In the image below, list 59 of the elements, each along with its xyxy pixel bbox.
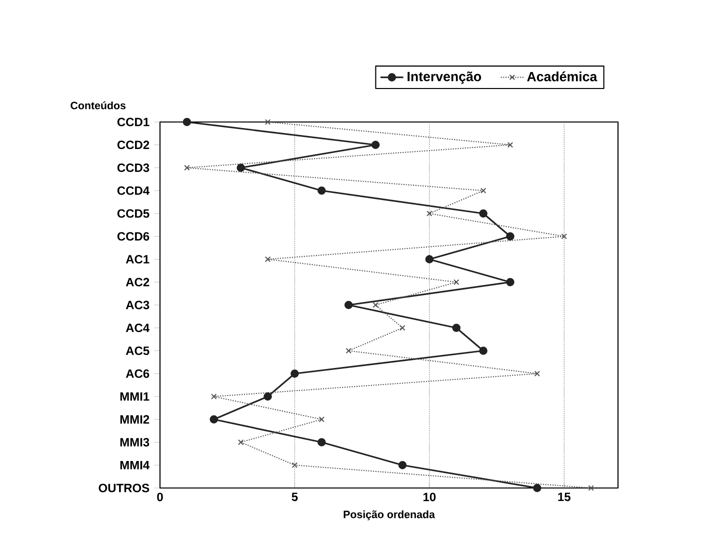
point	[398, 460, 407, 470]
point	[318, 416, 325, 422]
point	[534, 370, 540, 377]
point	[506, 278, 514, 286]
point	[290, 369, 299, 378]
y-tick-label: AC2	[126, 278, 150, 286]
point	[184, 164, 190, 171]
y-tick-label: CCD4	[117, 186, 150, 195]
x-tick-label: 15	[558, 492, 570, 502]
y-tick-label: CCD3	[117, 163, 150, 172]
y-axis-title: Conteúdos	[70, 101, 126, 110]
point	[561, 233, 568, 240]
x-axis-title: Posição ordenada	[344, 510, 436, 520]
y-tick-label: AC6	[126, 369, 150, 378]
point	[479, 209, 488, 218]
point	[318, 438, 326, 446]
point	[372, 302, 378, 308]
point	[236, 164, 245, 172]
point	[588, 485, 594, 491]
y-tick-label: CCD1	[117, 118, 150, 126]
x-tick-label: 0	[157, 492, 163, 502]
y-tick-label: AC1	[126, 255, 150, 264]
point	[264, 119, 271, 125]
point	[506, 232, 514, 241]
y-tick-label: CCD5	[117, 209, 150, 218]
y-tick-label: AC5	[126, 346, 150, 356]
point	[238, 439, 244, 446]
point	[425, 255, 434, 264]
point	[210, 394, 217, 400]
point	[264, 392, 272, 401]
point	[318, 186, 326, 195]
x-tick-label: 5	[292, 492, 298, 502]
y-tick-label: MMI4	[120, 461, 150, 470]
point	[344, 300, 353, 310]
legend-label: Académica	[527, 71, 598, 82]
point	[426, 210, 432, 216]
point	[480, 188, 486, 194]
y-tick-label: OUTROS	[98, 484, 150, 492]
y-tick-label: MMI3	[120, 438, 150, 446]
y-tick-label: AC3	[126, 300, 150, 310]
point	[292, 462, 298, 468]
y-tick-label: MMI2	[120, 415, 150, 424]
point	[453, 279, 460, 286]
y-tick-label: AC4	[126, 324, 150, 332]
legend-label: Intervenção	[408, 71, 482, 84]
point	[452, 324, 460, 332]
point	[210, 415, 218, 424]
point	[507, 142, 514, 148]
point	[264, 256, 271, 262]
point	[346, 348, 352, 354]
y-tick-label: CCD6	[117, 232, 150, 241]
point	[533, 484, 542, 492]
point	[182, 118, 192, 126]
point	[371, 140, 380, 150]
x-tick-label: 10	[423, 492, 436, 502]
y-tick-label: MMI1	[120, 392, 150, 401]
point	[400, 324, 406, 331]
point	[479, 346, 488, 355]
y-tick-label: CCD2	[117, 140, 150, 150]
